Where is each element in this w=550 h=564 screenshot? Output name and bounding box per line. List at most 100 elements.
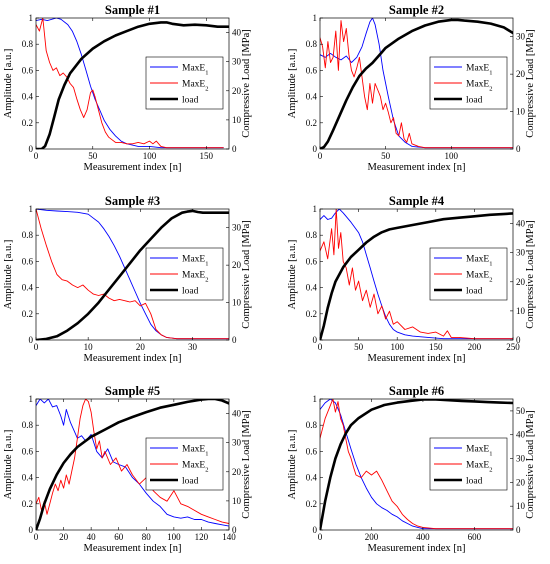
legend-subscript: 2 xyxy=(205,276,208,283)
series-line-e2 xyxy=(320,399,513,530)
legend-label-load: load xyxy=(466,96,483,106)
y2-axis-label: Compressive Load [MPa] xyxy=(525,410,536,518)
legend-label-e2: MaxE2 xyxy=(466,80,492,93)
y2-tick-label: 30 xyxy=(232,223,242,233)
legend-label-e1: MaxE1 xyxy=(182,445,208,458)
series-line-e1 xyxy=(36,399,229,527)
legend-subscript: 1 xyxy=(489,69,492,76)
y-tick-label: 1 xyxy=(29,394,34,404)
x-tick-label: 50 xyxy=(88,151,98,161)
y-tick-label: 0.8 xyxy=(22,420,34,430)
y-tick-label: 1 xyxy=(313,204,318,214)
x-tick-label: 0 xyxy=(318,342,323,352)
legend-label-load: load xyxy=(466,477,483,487)
legend: MaxE1 MaxE2 load xyxy=(145,437,224,491)
legend: MaxE1 MaxE2 load xyxy=(145,56,224,110)
y-tick-label: 0.6 xyxy=(306,256,318,266)
y2-tick-label: 0 xyxy=(232,525,237,535)
y2-axis-label: Compressive Load [MPa] xyxy=(525,29,536,137)
legend-subscript: 2 xyxy=(489,466,492,473)
legend-subscript: 2 xyxy=(205,466,208,473)
y2-tick-label: 40 xyxy=(516,430,526,440)
y-tick-label: 0 xyxy=(29,144,34,154)
legend-label-e1: MaxE1 xyxy=(466,64,492,77)
chart-title: Sample #5 xyxy=(105,384,160,398)
chart-title: Sample #6 xyxy=(389,384,444,398)
y-tick-label: 1 xyxy=(313,394,318,404)
y2-tick-label: 10 xyxy=(516,306,526,316)
chart-title: Sample #4 xyxy=(389,194,445,208)
plot-frame xyxy=(319,208,514,341)
y-tick-label: 0.4 xyxy=(306,92,318,102)
y-tick-label: 1 xyxy=(29,204,34,214)
y-tick-label: 0.4 xyxy=(306,473,318,483)
y-tick-label: 0 xyxy=(29,335,34,345)
y-axis-label: Amplitude [a.u.] xyxy=(287,240,298,310)
y-tick-label: 0.6 xyxy=(22,256,34,266)
y-tick-label: 0.8 xyxy=(22,230,34,240)
legend-subscript: 2 xyxy=(205,85,208,92)
legend-subscript: 2 xyxy=(489,276,492,283)
legend: MaxE1 MaxE2 load xyxy=(429,56,508,110)
legend-label-e1: MaxE1 xyxy=(182,64,208,77)
legend-label-e2: MaxE2 xyxy=(466,271,492,284)
legend-subscript: 1 xyxy=(205,260,208,267)
chart-sample-3: Sample #30 10 20 3000.20.40.60.810102030Mea… xyxy=(3,194,252,364)
legend-label-load: load xyxy=(182,477,199,487)
y-tick-label: 0.2 xyxy=(22,309,33,319)
x-axis-label: Measurement index [n] xyxy=(84,543,182,554)
legend-label-e2: MaxE2 xyxy=(466,461,492,474)
x-tick-label: 0 xyxy=(34,532,39,542)
y2-tick-label: 0 xyxy=(232,144,237,154)
series-line-e2 xyxy=(320,209,513,340)
x-tick-label: 100 xyxy=(167,532,181,542)
y-tick-label: 0.4 xyxy=(22,473,34,483)
legend: MaxE1 MaxE2 load xyxy=(145,247,224,301)
chart-sample-1: Sample #10 50 100 15000.20.40.60.8101020304… xyxy=(3,3,252,173)
x-axis-label: Measurement index [n] xyxy=(368,543,466,554)
x-axis-label: Measurement index [n] xyxy=(84,162,182,173)
y2-tick-label: 20 xyxy=(232,86,242,96)
x-tick-label: 100 xyxy=(143,151,157,161)
x-tick-label: 200 xyxy=(365,532,379,542)
y2-tick-label: 40 xyxy=(516,219,526,229)
legend-label-e1: MaxE1 xyxy=(182,255,208,268)
y-tick-label: 0.2 xyxy=(22,118,33,128)
y-tick-label: 0.2 xyxy=(306,118,317,128)
x-tick-label: 50 xyxy=(381,151,391,161)
series-group xyxy=(320,18,513,149)
y-axis-label: Amplitude [a.u.] xyxy=(287,49,298,119)
chart-title: Sample #2 xyxy=(389,3,444,17)
y2-tick-label: 50 xyxy=(516,406,526,416)
x-tick-label: 200 xyxy=(468,342,482,352)
y-axis-label: Amplitude [a.u.] xyxy=(3,430,14,500)
y2-tick-label: 30 xyxy=(232,57,242,67)
plot-frame xyxy=(35,208,230,341)
chart-sample-6: Sample #60 200 400 60000.20.40.60.810102030… xyxy=(287,384,536,554)
y-axis-label: Amplitude [a.u.] xyxy=(3,49,14,119)
x-axis-label: Measurement index [n] xyxy=(368,353,466,364)
legend-subscript: 1 xyxy=(205,450,208,457)
legend-label-e2: MaxE2 xyxy=(182,271,208,284)
y2-axis-label: Compressive Load [MPa] xyxy=(241,410,252,518)
series-line-e2 xyxy=(36,209,229,340)
x-tick-label: 400 xyxy=(416,532,430,542)
series-line-load xyxy=(320,18,513,149)
legend-subscript: 1 xyxy=(489,450,492,457)
x-tick-label: 150 xyxy=(429,342,443,352)
legend-label-e1: MaxE1 xyxy=(466,445,492,458)
x-tick-label: 50 xyxy=(354,342,364,352)
chart-title: Sample #3 xyxy=(105,194,160,208)
series-group xyxy=(320,209,513,340)
y-tick-label: 0.8 xyxy=(306,230,318,240)
y-axis-label: Amplitude [a.u.] xyxy=(287,430,298,500)
x-tick-label: 150 xyxy=(200,151,214,161)
y-tick-label: 1 xyxy=(313,13,318,23)
legend-label-load: load xyxy=(182,287,199,297)
y2-tick-label: 0 xyxy=(516,335,521,345)
y2-tick-label: 20 xyxy=(516,277,526,287)
y2-tick-label: 30 xyxy=(232,438,242,448)
x-tick-label: 80 xyxy=(142,532,152,542)
y2-tick-label: 10 xyxy=(232,496,242,506)
